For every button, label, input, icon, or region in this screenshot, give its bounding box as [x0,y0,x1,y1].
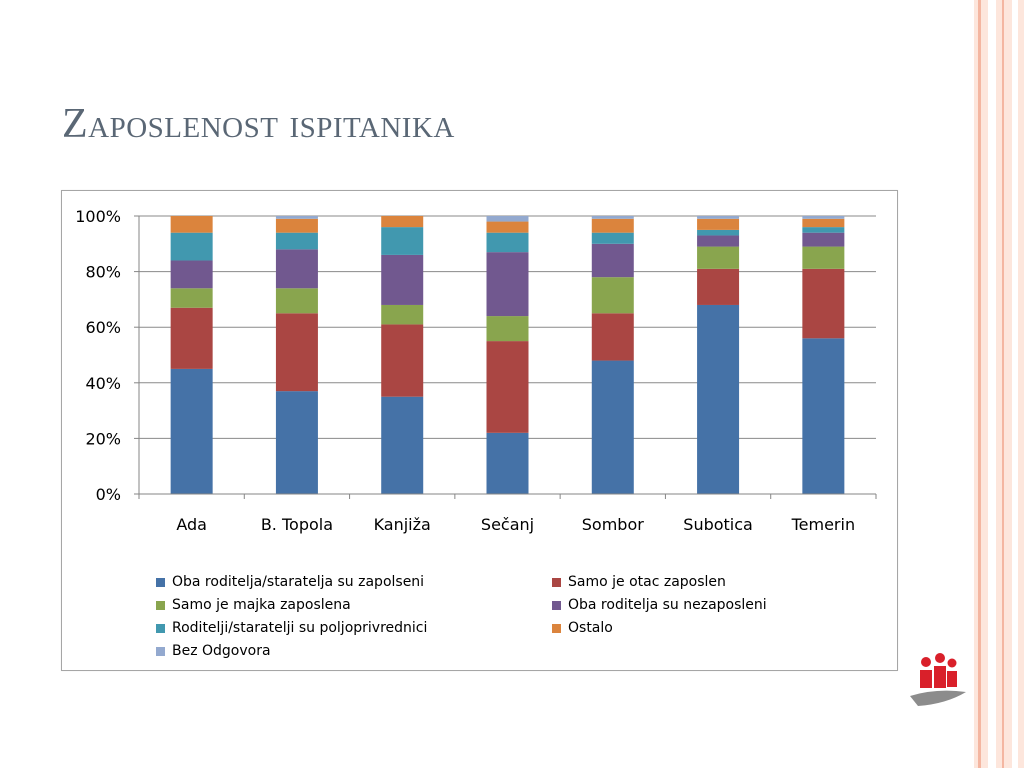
bar-segment [697,235,740,247]
bar-segment [802,246,845,269]
bar-segment [802,227,845,233]
bar-segment [802,216,845,219]
bar-segment [591,216,634,219]
bar-segment [381,324,424,397]
bar-segment [381,227,424,255]
bar-segment [802,338,845,494]
bar-segment [275,218,318,233]
decorative-side-stripes [974,0,1024,768]
bar-segment [381,254,424,305]
bar-segment [275,216,318,219]
bar-segment [381,216,424,228]
y-tick-label: 100% [75,207,121,226]
bar-segment [275,232,318,250]
chart-legend: Oba roditelja/staratelja su zapolseni Sam… [156,572,836,661]
legend-label: Ostalo [568,620,613,636]
bar-segment [802,268,845,339]
y-tick-label: 0% [96,485,121,504]
y-tick-label: 60% [85,318,121,337]
legend-item: Samo je majka zaposlena [156,595,552,615]
legend-label: Oba roditelja/staratelja su zapolseni [172,574,425,590]
bar-segment [802,218,845,228]
bar-segment [486,216,529,222]
bar-segment [381,304,424,325]
bar-segment [486,316,529,342]
chart-frame: 0% 20% 40% 60% 80% 100% Ada B. Topola Kanjiža Seč… [61,190,898,671]
x-category-label: Ada [176,515,207,534]
bar-segment [697,268,740,305]
page-title: Zaposlenost ispitanika [62,101,455,147]
bar-segment [697,216,740,219]
bar-segment [170,232,213,261]
bar-segment [486,232,529,253]
legend-swatch [156,623,165,633]
bar-segment [381,396,424,494]
organization-logo [910,653,966,706]
bar-segment [697,229,740,236]
bar-segment [486,221,529,233]
bar-segment [486,252,529,317]
legend-label: Bez Odgovora [172,643,271,659]
legend-swatch [552,623,561,633]
legend-swatch [552,600,561,610]
bar-segment [591,218,634,233]
x-category-label: Sombor [582,515,644,534]
legend-label: Roditelji/staratelji su poljoprivrednici [172,620,428,636]
stacked-bar-chart: 0% 20% 40% 60% 80% 100% Ada B. Topola Kanjiža Seč… [75,207,877,534]
legend-label: Samo je majka zaposlena [172,597,351,613]
bar-segment [275,249,318,289]
legend-swatch [552,577,561,587]
bar-segment [486,341,529,433]
bar-segment [275,391,318,494]
bar-segment [170,307,213,369]
bar-segment [697,304,740,494]
bar-segment [697,218,740,230]
bar-segment [591,277,634,314]
bar-segment [170,368,213,494]
legend-label: Oba roditelja su nezaposleni [568,597,767,613]
bar-segment [486,432,529,494]
legend-swatch [156,600,165,610]
legend-item: Ostalo [552,618,836,638]
legend-item: Roditelji/staratelji su poljoprivrednici [156,618,552,638]
legend-swatch [156,577,165,587]
bar-segment [802,232,845,247]
bar-segment [275,288,318,314]
legend-swatch [156,646,165,656]
legend-label: Samo je otac zaposlen [568,574,726,590]
bar-segment [170,260,213,289]
bar-segment [591,243,634,278]
bar-segment [697,246,740,269]
bar-segment [591,360,634,494]
y-tick-label: 20% [85,429,121,448]
x-category-label: Temerin [791,515,856,534]
legend-item: Bez Odgovora [156,641,552,661]
legend-item: Samo je otac zaposlen [552,572,836,592]
bar-segment [591,313,634,361]
bar-segment [170,216,213,233]
legend-item: Oba roditelja su nezaposleni [552,595,836,615]
x-category-label: Sečanj [481,515,534,534]
legend-item: Oba roditelja/staratelja su zapolseni [156,572,552,592]
bar-segment [275,313,318,392]
bar-segment [591,232,634,244]
x-category-label: Subotica [683,515,753,534]
y-tick-label: 80% [85,263,121,282]
x-category-label: Kanjiža [374,515,431,534]
x-category-label: B. Topola [261,515,333,534]
y-tick-label: 40% [85,374,121,393]
bar-segment [170,288,213,308]
